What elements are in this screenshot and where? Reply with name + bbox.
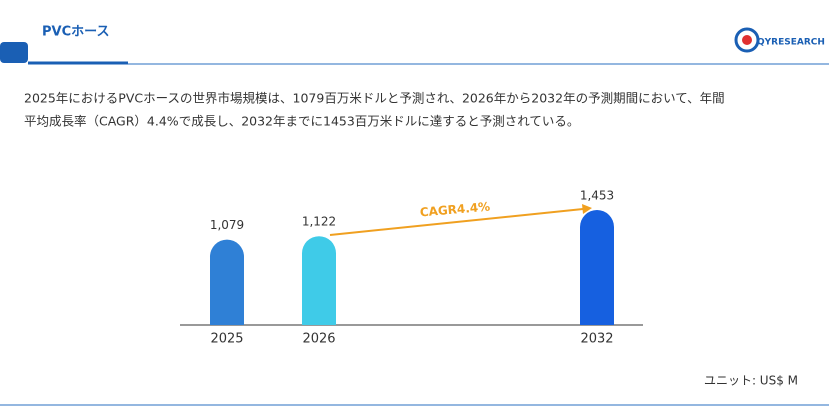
bar — [302, 236, 336, 325]
cagr-arrow — [329, 208, 584, 236]
x-tick-label: 2032 — [580, 332, 613, 347]
x-tick-label: 2026 — [302, 332, 335, 347]
bar — [210, 239, 244, 325]
x-tick-label: 2025 — [210, 332, 243, 347]
bar — [580, 210, 614, 325]
value-label: 1,453 — [580, 189, 614, 203]
page-title: PVCホース — [42, 25, 109, 40]
value-label: 1,079 — [210, 218, 244, 232]
logo-icon-dot — [742, 35, 752, 45]
description-line: 2025年におけるPVCホースの世界市場規模は、1079百万米ドルと予測され、2… — [24, 91, 725, 106]
unit-label: ユニット: US$ M — [704, 374, 798, 388]
logo-text: QYRESEARCH — [757, 38, 825, 48]
description-line: 平均成長率（CAGR）4.4%で成長し、2032年までに1453百万米ドルに達す… — [24, 114, 579, 129]
value-label: 1,122 — [302, 215, 336, 229]
cagr-arrowhead — [582, 204, 592, 214]
cagr-label: CAGR4.4% — [419, 199, 490, 219]
header-tab — [0, 42, 28, 63]
logo-icon — [734, 27, 760, 53]
